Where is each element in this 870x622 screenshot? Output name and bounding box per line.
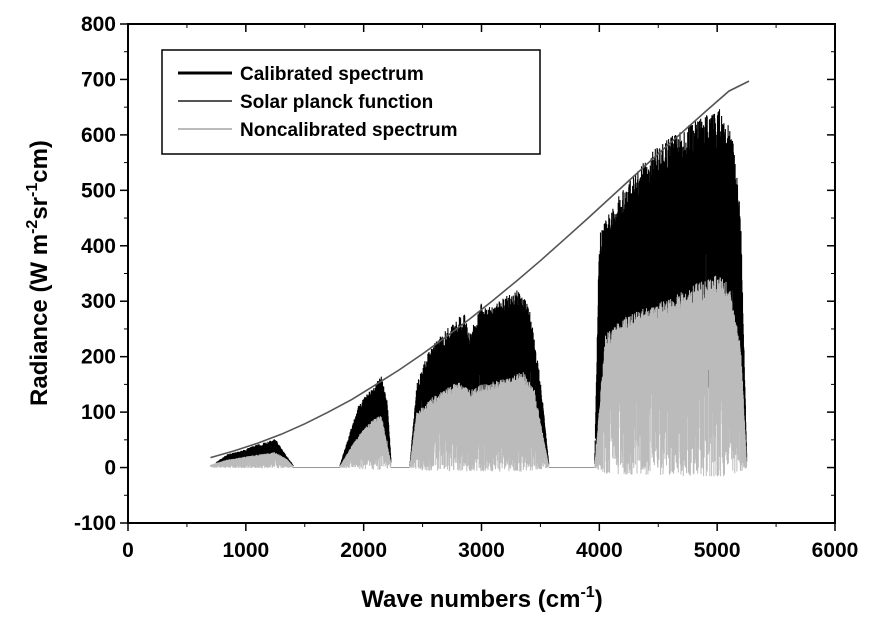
x-tick-label: 3000	[458, 539, 505, 562]
y-tick-label: -100	[74, 512, 116, 535]
x-tick-label: 4000	[576, 539, 623, 562]
y-tick-label: 800	[81, 13, 116, 36]
x-tick-label: 1000	[222, 539, 269, 562]
y-axis-title: Radiance (W m-2sr-1cm)	[24, 140, 53, 406]
y-tick-label: 700	[81, 68, 116, 91]
series-2-group	[210, 275, 748, 477]
series-2-spectrum	[210, 275, 748, 477]
y-tick-label: 600	[81, 124, 116, 147]
axes-layer: 0 1000 2000 3000 4000 5000 6000 -100 0 100 200 300 4…	[74, 13, 858, 562]
x-axis-title: Wave numbers (cm-1)	[361, 584, 602, 613]
x-tick-label: 2000	[340, 539, 387, 562]
y-tick-label: 300	[81, 290, 116, 313]
legend: Calibrated spectrum Solar planck functio…	[161, 49, 541, 155]
series-layer	[210, 80, 750, 477]
plot-frame	[127, 23, 836, 524]
x-tick-label: 0	[122, 539, 134, 562]
y-tick-label: 200	[81, 346, 116, 369]
y-tick-label: 100	[81, 401, 116, 424]
y-tick-label: 400	[81, 235, 116, 258]
x-tick-label: 5000	[694, 539, 741, 562]
legend-label-solar: Solar planck function	[240, 92, 433, 113]
legend-label-noncalibrated: Noncalibrated spectrum	[240, 120, 458, 141]
series-1-line	[210, 80, 750, 459]
y-tick-label: 0	[104, 457, 116, 480]
legend-label-calibrated: Calibrated spectrum	[240, 64, 424, 85]
y-tick-label: 500	[81, 179, 116, 202]
x-tick-label: 6000	[812, 539, 859, 562]
